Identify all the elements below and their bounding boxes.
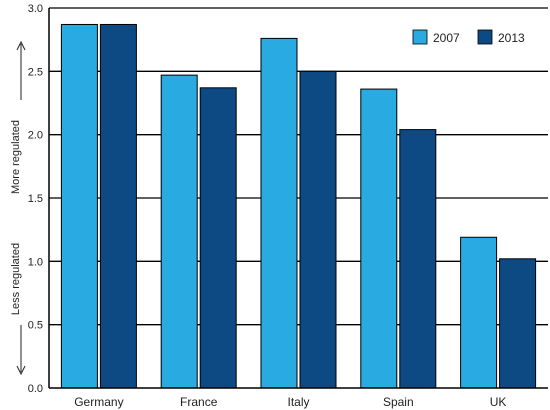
y-tick-label: 0.5: [28, 320, 43, 332]
bar-france-2013: [199, 87, 237, 389]
more-regulated-label: More regulated: [10, 120, 22, 194]
bar-spain-2013: [399, 129, 437, 389]
legend-label-2007: 2007: [433, 31, 460, 45]
less-regulated-label: Less regulated: [10, 243, 22, 315]
y-tick-label: 1.5: [28, 193, 43, 205]
x-category-label: Italy: [287, 395, 309, 409]
bar-italy-2007: [260, 37, 298, 389]
bar-italy-2013: [299, 70, 337, 389]
y-tick-label: 3.0: [28, 3, 43, 15]
side-annotation: More regulated Less regulated: [10, 40, 26, 376]
axes: [48, 8, 548, 389]
x-category-label: Germany: [74, 395, 123, 409]
y-tick-label: 2.5: [28, 66, 43, 78]
legend: 2007 2013: [412, 29, 525, 45]
x-category-label: UK: [490, 395, 507, 409]
y-tick-label: 0.0: [28, 383, 43, 395]
bar-uk-2007: [460, 236, 498, 389]
bar-spain-2007: [360, 88, 398, 389]
up-arrow-head-icon: [16, 40, 26, 51]
legend-swatch-2013: [477, 29, 493, 45]
bar-germany-2007: [60, 23, 98, 389]
y-tick-labels: 0.0 0.5 1.0 1.5 2.0 2.5 3.0: [28, 3, 43, 395]
bar-france-2007: [160, 74, 198, 389]
x-category-labels: Germany France Italy Spain UK: [74, 395, 506, 409]
y-tick-label: 2.0: [28, 130, 43, 142]
bar-germany-2013: [99, 23, 137, 389]
down-arrow-head-icon: [16, 365, 26, 376]
bar-uk-2013: [499, 258, 537, 389]
legend-swatch-2007: [412, 29, 428, 45]
x-category-label: Spain: [383, 395, 414, 409]
y-tick-label: 1.0: [28, 256, 43, 268]
legend-label-2013: 2013: [498, 31, 525, 45]
x-category-label: France: [180, 395, 218, 409]
bars-group: [60, 23, 537, 389]
